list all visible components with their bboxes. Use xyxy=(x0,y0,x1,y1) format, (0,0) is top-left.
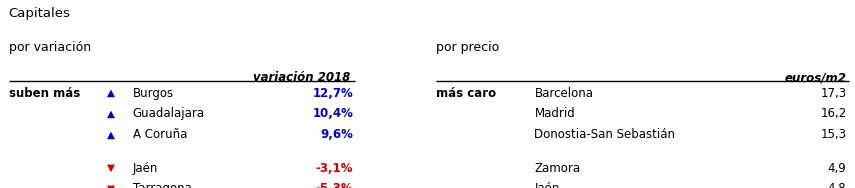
Text: Zamora: Zamora xyxy=(534,162,581,175)
Text: 15,3: 15,3 xyxy=(821,128,846,141)
Text: -3,1%: -3,1% xyxy=(315,162,353,175)
Text: 10,4%: 10,4% xyxy=(312,107,353,120)
Text: 16,2: 16,2 xyxy=(820,107,846,120)
Text: ▲: ▲ xyxy=(107,129,115,139)
Text: por precio: por precio xyxy=(436,41,499,54)
Text: Burgos: Burgos xyxy=(133,86,174,100)
Text: Capitales: Capitales xyxy=(9,7,70,20)
Text: A Coruña: A Coruña xyxy=(133,128,187,141)
Text: Barcelona: Barcelona xyxy=(534,86,593,100)
Text: -5,3%: -5,3% xyxy=(315,182,353,188)
Text: 12,7%: 12,7% xyxy=(312,86,353,100)
Text: euros/m2: euros/m2 xyxy=(785,71,846,84)
Text: Madrid: Madrid xyxy=(534,107,575,120)
Text: Jaén: Jaén xyxy=(534,182,560,188)
Text: por variación: por variación xyxy=(9,41,91,54)
Text: Tarragona: Tarragona xyxy=(133,182,192,188)
Text: Jaén: Jaén xyxy=(133,162,158,175)
Text: 9,6%: 9,6% xyxy=(321,128,353,141)
Text: Donostia-San Sebastián: Donostia-San Sebastián xyxy=(534,128,675,141)
Text: suben más: suben más xyxy=(9,86,80,100)
Text: 4,9: 4,9 xyxy=(828,162,846,175)
Text: ▲: ▲ xyxy=(107,88,115,98)
Text: Guadalajara: Guadalajara xyxy=(133,107,204,120)
Text: más caro: más caro xyxy=(436,86,496,100)
Text: ▲: ▲ xyxy=(107,109,115,119)
Text: variación 2018: variación 2018 xyxy=(253,71,351,84)
Text: 4,8: 4,8 xyxy=(828,182,846,188)
Text: 17,3: 17,3 xyxy=(820,86,846,100)
Text: ▼: ▼ xyxy=(107,163,115,173)
Text: ▼: ▼ xyxy=(107,184,115,188)
